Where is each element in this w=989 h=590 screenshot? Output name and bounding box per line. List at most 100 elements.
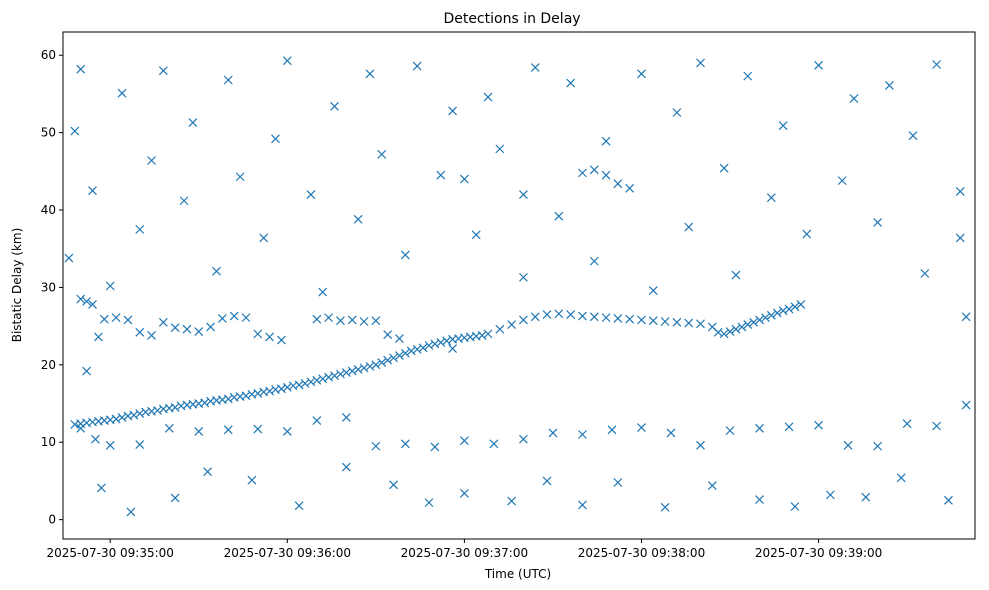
data-point (200, 398, 210, 408)
data-point (873, 441, 883, 451)
data-point (696, 58, 705, 68)
data-point (790, 502, 800, 511)
data-point (347, 315, 357, 325)
data-point (825, 490, 835, 500)
data-point (755, 495, 764, 504)
data-point (719, 329, 729, 339)
data-point (135, 409, 145, 419)
data-point (932, 60, 942, 69)
data-point (749, 317, 759, 327)
data-point (126, 507, 136, 517)
data-point (129, 410, 139, 420)
data-point (377, 358, 387, 367)
data-point (955, 187, 965, 196)
data-point (589, 165, 599, 175)
data-point (223, 75, 233, 85)
data-point (212, 266, 221, 276)
y-tick-label: 60 (41, 48, 56, 62)
data-point (578, 430, 587, 439)
data-point (530, 312, 540, 322)
data-points (64, 56, 971, 517)
data-point (247, 475, 257, 485)
data-point (519, 272, 528, 282)
data-point (170, 323, 180, 333)
data-point (566, 310, 576, 319)
data-point (613, 179, 623, 189)
data-point (436, 337, 446, 347)
data-point (117, 88, 127, 98)
data-point (179, 196, 189, 206)
data-point (542, 310, 552, 319)
data-point (814, 420, 823, 430)
data-point (766, 193, 776, 203)
y-tick-label: 0 (48, 513, 56, 527)
data-point (578, 168, 587, 178)
y-tick-label: 40 (41, 203, 56, 217)
data-point (790, 302, 800, 312)
data-point (194, 327, 204, 336)
data-point (489, 439, 499, 449)
data-point (448, 106, 458, 116)
data-point (235, 172, 245, 182)
data-point (389, 480, 398, 490)
data-point (483, 329, 493, 339)
data-point (613, 313, 623, 323)
data-point (660, 502, 670, 512)
data-point (188, 118, 198, 127)
data-point (88, 300, 97, 309)
data-point (459, 436, 469, 446)
data-point (312, 314, 322, 324)
plot-area (62, 31, 976, 540)
data-point (908, 131, 918, 141)
data-point (861, 492, 871, 502)
data-point (530, 63, 540, 73)
data-point (684, 318, 694, 328)
data-point (483, 92, 493, 102)
data-point (601, 136, 611, 146)
data-point (672, 317, 682, 327)
data-point (554, 211, 564, 221)
data-point (400, 348, 410, 358)
data-point (158, 66, 168, 76)
data-point (412, 344, 422, 354)
data-point (147, 331, 156, 340)
data-point (737, 322, 747, 332)
data-point (406, 346, 416, 356)
y-tick-label: 30 (41, 280, 56, 294)
data-point (253, 424, 263, 434)
data-point (282, 56, 292, 66)
data-point (731, 270, 741, 280)
data-point (566, 78, 576, 88)
data-point (64, 253, 74, 263)
x-tick-label: 2025-07-30 09:37:00 (401, 546, 528, 560)
data-point (359, 317, 369, 326)
data-point (330, 371, 339, 381)
data-point (111, 313, 121, 323)
data-point (371, 441, 381, 451)
x-tick-label: 2025-07-30 09:36:00 (224, 546, 351, 560)
y-axis-label: Bistatic Delay (km) (10, 228, 24, 343)
data-point (648, 286, 658, 295)
chart-title: Detections in Delay (443, 11, 580, 27)
data-point (353, 214, 363, 224)
data-point (341, 368, 351, 378)
data-point (400, 250, 410, 260)
data-point (318, 287, 328, 297)
data-point (82, 366, 92, 376)
y-axis: 0 10 20 30 40 50 60 (41, 48, 63, 527)
data-point (105, 281, 115, 291)
data-point (135, 224, 145, 234)
data-point (170, 493, 180, 503)
data-point (341, 462, 351, 472)
data-point (164, 423, 174, 433)
data-point (442, 336, 452, 346)
data-point (400, 439, 410, 449)
x-axis: 2025-07-30 09:35:00 2025-07-30 09:36:00 20… (46, 539, 882, 560)
x-tick-label: 2025-07-30 09:39:00 (755, 546, 882, 560)
data-point (93, 332, 103, 342)
data-point (111, 414, 121, 424)
data-point (371, 316, 381, 326)
data-point (282, 382, 292, 392)
data-point (477, 331, 487, 340)
data-point (203, 467, 213, 477)
